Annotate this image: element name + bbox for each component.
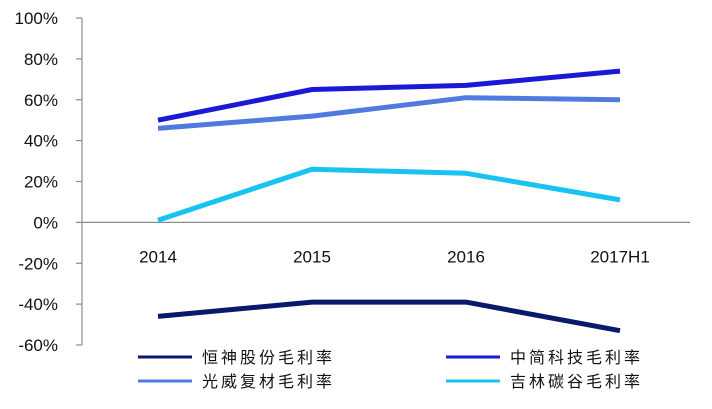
series-line-3 <box>157 166 621 223</box>
legend-label: 恒神股份毛利率 <box>202 348 335 367</box>
x-tick-label: 2017H1 <box>590 247 650 266</box>
y-tick-label: 0% <box>33 213 58 232</box>
series-line-0 <box>157 299 621 334</box>
x-axis: 2014 2015 2016 2017H1 <box>82 221 690 266</box>
series-lines <box>157 68 621 334</box>
series-line-1 <box>157 68 621 123</box>
y-tick-label: 60% <box>24 91 58 110</box>
y-tick-label: 100% <box>15 9 58 28</box>
x-tick-label: 2015 <box>293 247 331 266</box>
x-tick-label: 2016 <box>447 247 485 266</box>
x-tick-label: 2014 <box>139 247 177 266</box>
y-tick-label: -40% <box>18 295 58 314</box>
y-tick-label: 40% <box>24 132 58 151</box>
legend-label: 中简科技毛利率 <box>510 348 643 367</box>
y-tick-label: -20% <box>18 254 58 273</box>
y-tick-label: 80% <box>24 50 58 69</box>
legend-label: 光威复材毛利率 <box>202 372 335 391</box>
legend-label: 吉林碳谷毛利率 <box>510 372 643 391</box>
series-line-2 <box>157 95 621 131</box>
y-axis: 100% 80% 60% 40% 20% 0% -20% -40% -60% <box>15 9 83 355</box>
y-tick-label: 20% <box>24 173 58 192</box>
y-tick-label: -60% <box>18 336 58 355</box>
